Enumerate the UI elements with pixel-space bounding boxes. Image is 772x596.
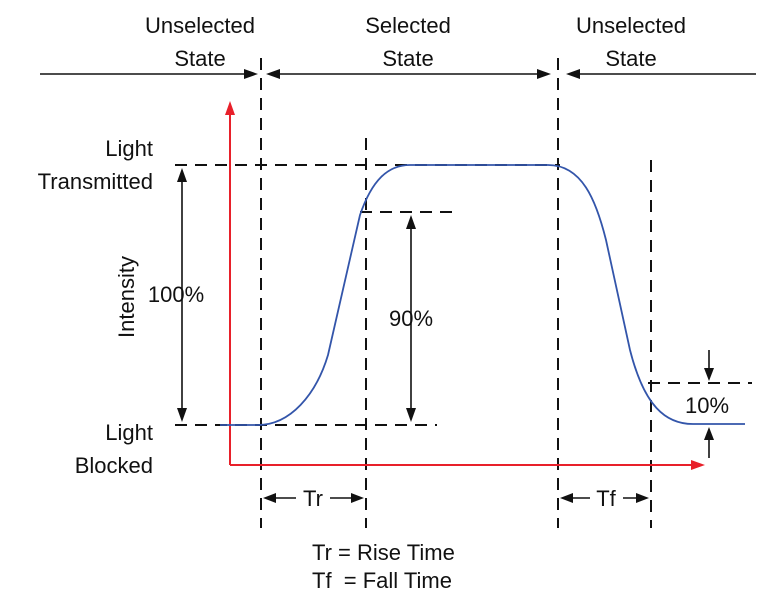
- rise-time-label: Tr: [303, 486, 323, 511]
- full-range-arrow: [177, 168, 187, 422]
- fall-time-arrow: [560, 493, 649, 503]
- fall-residual-label: 10%: [685, 393, 729, 418]
- state-middle-label-line2: State: [382, 46, 433, 71]
- rise-range-label: 90%: [389, 306, 433, 331]
- state-right-label-line2: State: [605, 46, 656, 71]
- state-right-label-line1: Unselected: [576, 13, 686, 38]
- blocked-label-line1: Light: [105, 420, 153, 445]
- state-left-label-line1: Unselected: [145, 13, 255, 38]
- state-timeline: [40, 69, 756, 79]
- rise-range-arrow: [406, 215, 416, 422]
- state-middle-label-line1: Selected: [365, 13, 451, 38]
- x-axis-arrowhead: [691, 460, 705, 470]
- legend-rise-time: Tr = Rise Time: [312, 540, 455, 565]
- y-axis-arrowhead: [225, 101, 235, 115]
- intensity-response-curve: [220, 164, 745, 426]
- intensity-axes: [225, 101, 705, 470]
- legend-fall-time: Tf = Fall Time: [312, 568, 452, 593]
- intensity-axis-label: Intensity: [114, 256, 139, 338]
- fall-time-label: Tf: [596, 486, 616, 511]
- transmitted-label-line2: Transmitted: [38, 169, 153, 194]
- state-left-label-line2: State: [174, 46, 225, 71]
- blocked-label-line2: Blocked: [75, 453, 153, 478]
- transmitted-label-line1: Light: [105, 136, 153, 161]
- fall-residual-arrows: [704, 350, 714, 458]
- full-range-label: 100%: [148, 282, 204, 307]
- rise-time-arrow: [263, 493, 364, 503]
